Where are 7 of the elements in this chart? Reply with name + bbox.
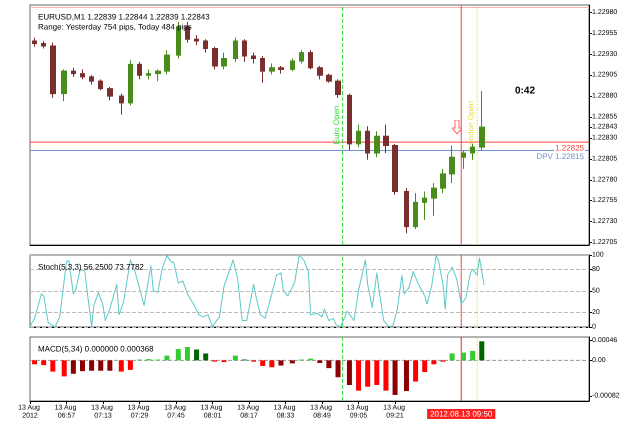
ref-line-label: DPV 1.22815 [536,152,585,162]
ref-line-label: Euro Open [332,106,342,144]
ref-line-label: 1.22825 [555,144,585,153]
ref-line-label: 2012.08.13 09:50 [430,410,493,418]
text: MACD(5,34) 0.000000 0.000368 [38,344,154,354]
text: EURUSD,M1 1.22839 1.22844 1.22839 1.22843 [38,12,210,22]
annotation: 0:42 [514,86,536,96]
